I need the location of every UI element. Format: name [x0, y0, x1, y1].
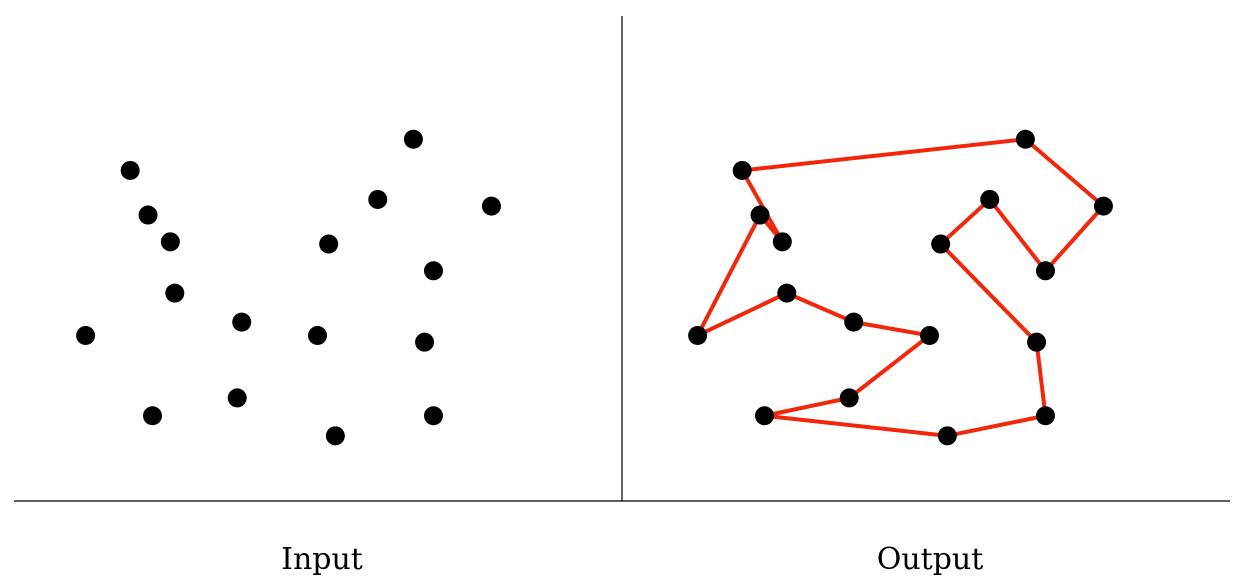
input-point [415, 332, 435, 352]
output-point [1027, 332, 1047, 352]
tour-edge [784, 291, 856, 325]
input-panel [76, 129, 501, 446]
input-label: Input [281, 542, 363, 577]
input-point [143, 406, 162, 426]
input-point [403, 129, 423, 149]
tour-edge [1034, 340, 1048, 418]
input-point [423, 406, 443, 426]
tour-edge [945, 413, 1048, 438]
tour-edges [695, 137, 1106, 438]
tour-edge [847, 333, 932, 400]
tour-edge [740, 137, 1028, 173]
tour-edge [695, 291, 789, 338]
output-point [920, 325, 940, 345]
output-point [1035, 406, 1055, 426]
tour-edge [695, 213, 763, 338]
input-point [325, 426, 345, 446]
input-point [481, 196, 501, 216]
tour-edge [1043, 204, 1106, 273]
output-point [839, 388, 859, 408]
output-point [772, 232, 792, 252]
input-point [165, 283, 185, 303]
tour-edge [1023, 137, 1106, 209]
output-point [980, 189, 1000, 209]
input-point [308, 325, 328, 345]
tour-edge [938, 242, 1039, 345]
output-panel [688, 129, 1113, 446]
tour-points [688, 129, 1113, 446]
input-point [232, 312, 252, 332]
output-point [755, 406, 774, 426]
input-point [368, 189, 388, 209]
tour-edge [762, 395, 852, 418]
input-point [138, 205, 158, 225]
input-point [120, 160, 140, 180]
tour-edge [987, 197, 1048, 273]
output-point [844, 312, 864, 332]
output-point [937, 426, 957, 446]
output-point [750, 205, 770, 225]
output-point [1093, 196, 1113, 216]
output-label: Output [876, 542, 984, 577]
output-point [1015, 129, 1035, 149]
output-point [931, 234, 951, 254]
tour-edge [762, 413, 950, 438]
input-point [160, 232, 180, 252]
input-point [319, 234, 339, 254]
input-point [76, 325, 96, 345]
output-point [777, 283, 797, 303]
output-point [732, 160, 752, 180]
output-point [688, 325, 708, 345]
input-point [423, 261, 443, 281]
output-point [1035, 261, 1055, 281]
input-point [227, 388, 247, 408]
tour-edge [938, 197, 992, 247]
tour-edge [851, 320, 932, 338]
